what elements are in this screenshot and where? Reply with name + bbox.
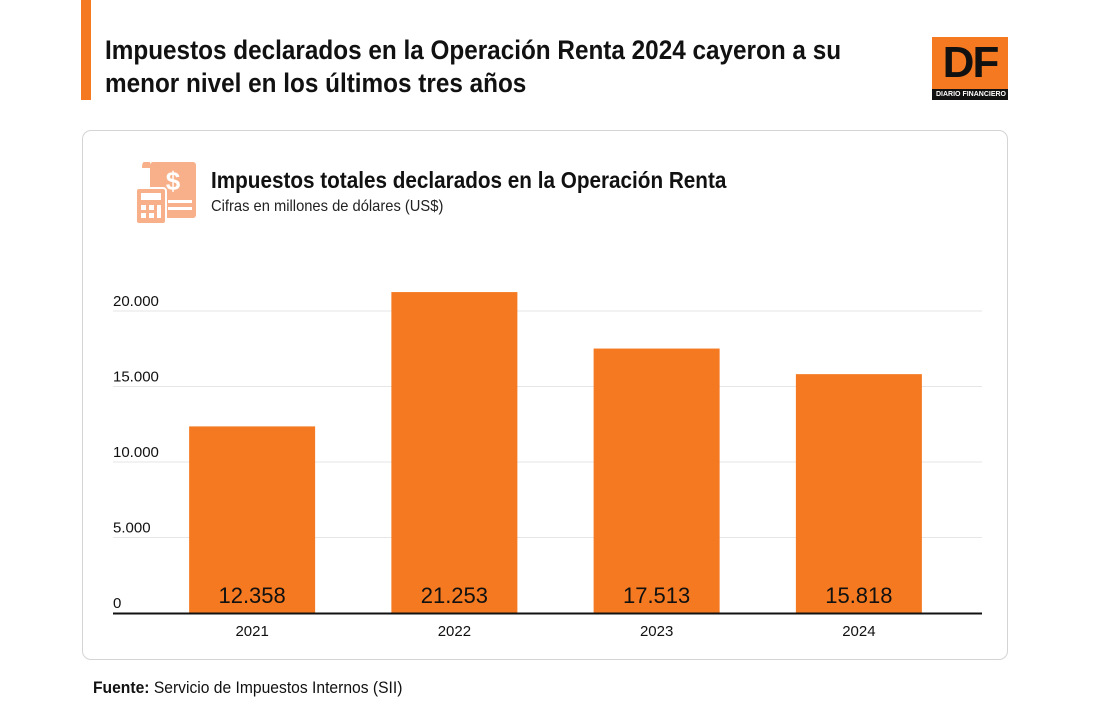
y-tick-label: 10.000 — [113, 444, 159, 461]
data-label: 12.358 — [218, 583, 285, 608]
x-tick-label: 2022 — [438, 623, 471, 640]
svg-text:$: $ — [166, 166, 181, 196]
bar — [391, 292, 518, 613]
y-tick-label: 20.000 — [113, 293, 159, 310]
bar — [795, 374, 922, 613]
accent-bar — [81, 0, 91, 100]
chart-title: Impuestos totales declarados en la Opera… — [211, 167, 727, 193]
headline: Impuestos declarados en la Operación Ren… — [105, 34, 842, 100]
tax-document-calculator-icon: $ — [135, 162, 196, 225]
logo-letters: DF — [942, 38, 1000, 87]
bar — [189, 426, 316, 613]
x-tick-label: 2024 — [842, 623, 875, 640]
y-tick-label: 15.000 — [113, 369, 159, 386]
chart-subtitle: Cifras en millones de dólares (US$) — [211, 198, 444, 215]
data-label: 21.253 — [421, 583, 488, 608]
data-label: 15.818 — [825, 583, 892, 608]
x-tick-label: 2021 — [235, 623, 268, 640]
x-tick-label: 2023 — [640, 623, 673, 640]
source-label: Fuente: — [93, 678, 150, 697]
headline-line-2: menor nivel en los últimos tres años — [105, 68, 527, 98]
source-text: Servicio de Impuestos Internos (SII) — [149, 678, 403, 697]
df-logo: DF DIARIO FINANCIERO — [932, 37, 1008, 100]
y-tick-label: 0 — [113, 595, 121, 612]
data-label: 17.513 — [623, 583, 690, 608]
logo-band — [932, 89, 1008, 100]
logo-subtext: DIARIO FINANCIERO — [936, 91, 1006, 98]
source-note: Fuente: Servicio de Impuestos Internos (… — [93, 678, 402, 698]
y-tick-label: 5.000 — [113, 520, 151, 537]
bar — [593, 348, 720, 613]
headline-line-1: Impuestos declarados en la Operación Ren… — [105, 35, 842, 65]
